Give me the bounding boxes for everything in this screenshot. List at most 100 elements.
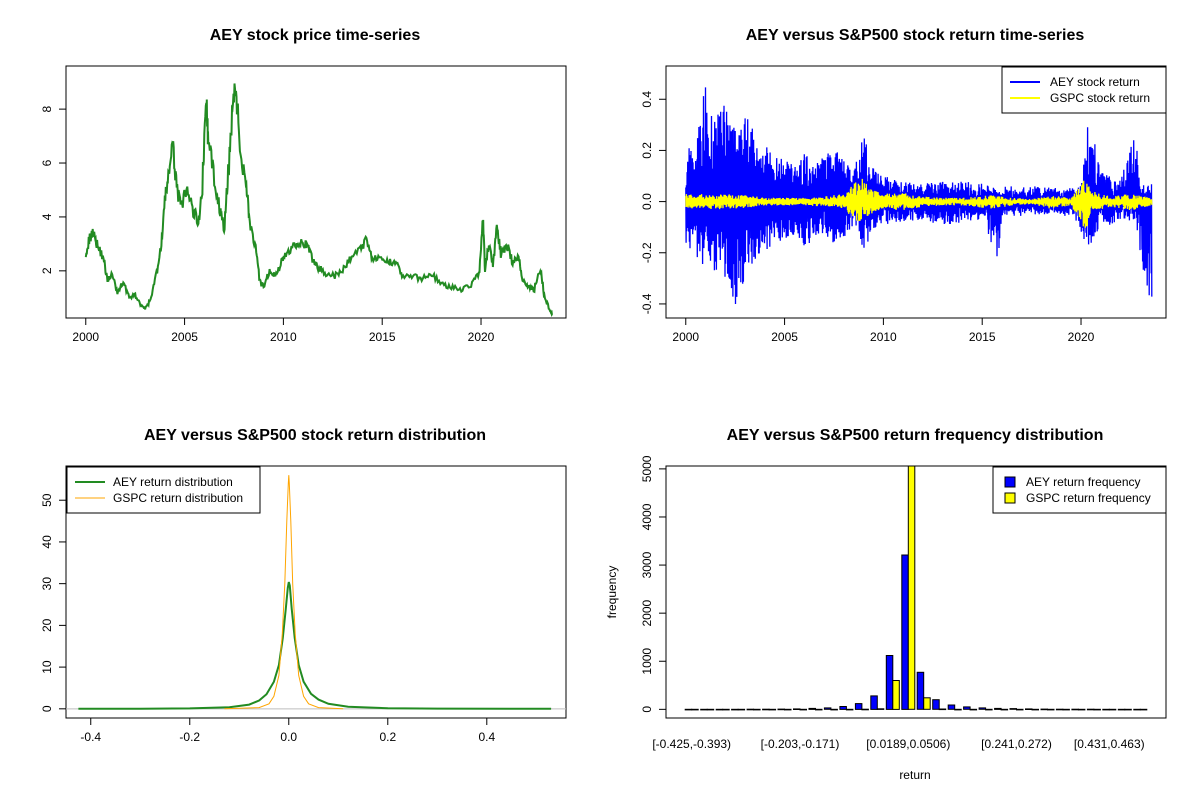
density-legend: AEY return distribution GSPC return dist… — [66, 466, 261, 514]
density-x-axis: -0.4 -0.2 0.0 0.2 0.4 — [80, 717, 495, 744]
histogram-bar-aey — [1040, 708, 1048, 711]
density-y-tick-label: 10 — [40, 660, 54, 674]
histogram-bar-gspc — [691, 708, 699, 711]
histogram-bar-gspc — [892, 680, 900, 710]
histogram-bar-gspc — [1077, 708, 1086, 711]
histogram-bar-aey — [839, 706, 847, 710]
returns-series-gspc — [685, 178, 1153, 228]
price-x-tick-label: 2015 — [369, 330, 396, 344]
returns-legend-label-aey: AEY stock return — [1050, 75, 1140, 89]
returns-legend-label-gspc: GSPC stock return — [1050, 91, 1150, 105]
histogram-bar-aey — [901, 554, 909, 710]
histogram-bar-aey — [994, 707, 1002, 710]
histogram-bar-aey — [731, 708, 739, 711]
density-series-group — [78, 475, 552, 710]
price-y-tick-label: 6 — [40, 159, 54, 166]
histogram-bar-aey — [1102, 708, 1110, 711]
price-y-tick-label: 2 — [40, 267, 54, 274]
histogram-bar-gspc — [969, 708, 978, 711]
histogram-bar-gspc — [1047, 708, 1055, 711]
histogram-y-tick-label: 1000 — [640, 648, 654, 675]
histogram-bar-gspc — [1139, 708, 1148, 711]
price-x-tick-label: 2020 — [468, 330, 495, 344]
histogram-bar-aey — [1071, 708, 1079, 711]
histogram-bar-aey — [715, 708, 724, 711]
density-panel: AEY versus S&P500 stock return distribut… — [40, 427, 567, 744]
density-legend-label-aey: AEY return distribution — [113, 475, 233, 489]
density-y-tick-label: 20 — [40, 618, 54, 632]
histogram-bar-gspc — [753, 708, 761, 711]
histogram-bar-gspc — [1031, 708, 1039, 711]
histogram-bar-aey — [793, 708, 801, 711]
price-y-tick-label: 4 — [40, 213, 54, 220]
returns-y-axis: -0.4 -0.2 0.0 0.2 0.4 — [640, 91, 667, 314]
histogram-y-tick-label: 2000 — [640, 599, 654, 626]
histogram-x-labels: [-0.425,-0.393) [-0.203,-0.171) [0.0189,0.… — [652, 737, 1144, 751]
histogram-bar-gspc — [815, 708, 823, 711]
returns-y-tick-label: 0.2 — [640, 142, 654, 159]
histogram-bar-gspc — [923, 697, 931, 710]
density-x-tick-label: 0.2 — [379, 730, 396, 744]
histogram-bar-aey — [1117, 708, 1126, 711]
price-panel: AEY stock price time-series 2000 2005 2010… — [40, 27, 567, 344]
histogram-bar-gspc — [876, 708, 885, 710]
histogram-bar-gspc — [845, 708, 854, 711]
histogram-bar-gspc — [985, 708, 993, 711]
price-y-axis: 2 4 6 8 — [40, 105, 67, 274]
histogram-legend-swatch-gspc — [1004, 492, 1016, 504]
histogram-bar-aey — [963, 706, 971, 710]
histogram-legend: AEY return frequency GSPC return frequen… — [992, 466, 1167, 514]
histogram-bar-gspc — [799, 708, 807, 711]
histogram-y-axis-label: frequency — [605, 566, 619, 619]
histogram-bar-aey — [1086, 708, 1095, 711]
returns-x-tick-label: 2010 — [870, 330, 897, 344]
histogram-bar-gspc — [1124, 708, 1132, 711]
returns-chart-title: AEY versus S&P500 stock return time-seri… — [746, 27, 1085, 44]
histogram-x-tick-label: [0.431,0.463) — [1074, 737, 1145, 751]
histogram-bar-aey — [1009, 708, 1017, 710]
histogram-bar-aey — [808, 707, 816, 710]
returns-x-axis: 2000 2005 2010 2015 2020 — [672, 317, 1095, 344]
returns-legend-box — [1001, 66, 1167, 114]
histogram-legend-label-gspc: GSPC return frequency — [1026, 491, 1151, 505]
density-y-axis: 0 10 20 30 40 50 — [40, 493, 67, 712]
histogram-bar-aey — [947, 704, 956, 710]
histogram-bar-aey — [684, 708, 693, 711]
histogram-bar-aey — [777, 708, 785, 711]
price-x-axis: 2000 2005 2010 2015 2020 — [72, 317, 495, 344]
histogram-x-tick-label: [-0.203,-0.171) — [761, 737, 840, 751]
price-y-tick-label: 8 — [40, 105, 54, 112]
price-x-tick-label: 2005 — [171, 330, 198, 344]
density-series-aey — [78, 581, 552, 710]
price-x-tick-label: 2010 — [270, 330, 297, 344]
histogram-bar-aey — [823, 707, 832, 710]
histogram-bar-gspc — [737, 708, 746, 711]
histogram-bar-aey — [932, 699, 940, 710]
returns-legend: AEY stock return GSPC stock return — [1001, 66, 1167, 114]
histogram-x-tick-label: [0.0189,0.0506) — [866, 737, 950, 751]
histogram-y-tick-label: 4000 — [640, 503, 654, 530]
histogram-legend-label-aey: AEY return frequency — [1026, 475, 1141, 489]
density-x-tick-label: -0.4 — [80, 730, 101, 744]
returns-panel: AEY versus S&P500 stock return time-seri… — [640, 27, 1167, 344]
returns-y-tick-label: -0.2 — [640, 242, 654, 263]
histogram-bar-gspc — [722, 708, 730, 711]
histogram-x-tick-label: [0.241,0.272) — [981, 737, 1052, 751]
histogram-bar-gspc — [861, 708, 869, 711]
histogram-bar-gspc — [1108, 708, 1117, 711]
histogram-y-tick-label: 3000 — [640, 551, 654, 578]
density-legend-label-gspc: GSPC return distribution — [113, 491, 243, 505]
histogram-legend-box — [992, 466, 1167, 514]
density-chart-title: AEY versus S&P500 stock return distribut… — [144, 427, 486, 444]
density-x-tick-label: -0.2 — [179, 730, 200, 744]
histogram-bar-aey — [1055, 708, 1064, 711]
density-legend-box — [66, 466, 261, 514]
density-series-gspc — [224, 475, 344, 710]
histogram-bars — [684, 465, 1148, 711]
density-y-tick-label: 30 — [40, 577, 54, 591]
histogram-panel: AEY versus S&P500 return frequency distr… — [605, 427, 1167, 782]
price-x-tick-label: 2000 — [72, 330, 99, 344]
histogram-bar-aey — [870, 695, 878, 710]
returns-y-tick-label: 0.4 — [640, 91, 654, 108]
